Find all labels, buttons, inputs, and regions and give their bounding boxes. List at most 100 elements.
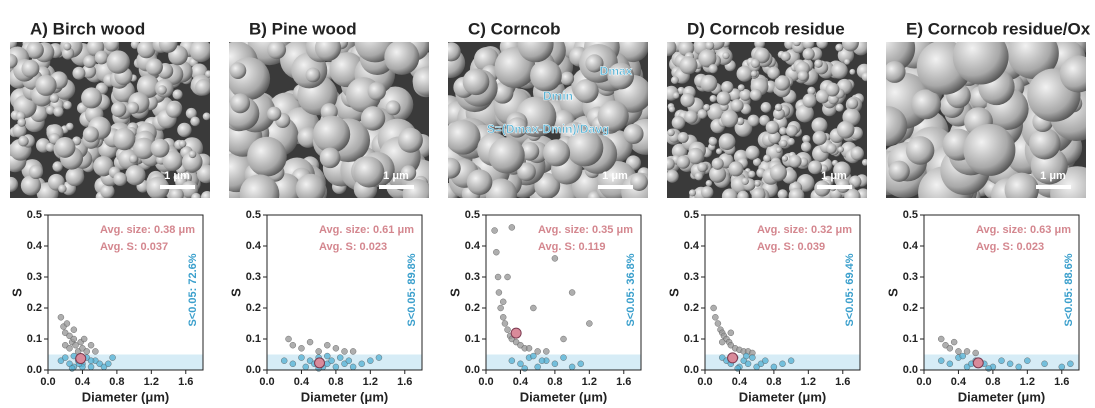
sphere [125, 165, 145, 185]
average-point [973, 358, 983, 368]
point [64, 321, 70, 327]
sphere [560, 72, 574, 86]
point [1024, 358, 1030, 364]
sphere [838, 146, 844, 152]
sphere [673, 92, 680, 99]
point [539, 358, 545, 364]
sphere [190, 117, 200, 127]
x-tick-label: 0.4 [951, 376, 967, 388]
sphere [837, 121, 855, 139]
sphere [230, 62, 247, 79]
sphere [738, 84, 745, 91]
point [1067, 361, 1073, 367]
y-tick-label: 0.2 [27, 302, 42, 314]
scale-bar-label: 1 μm [164, 170, 190, 182]
point [342, 348, 348, 354]
annotation: Avg. S: 0.119 [538, 241, 605, 253]
point [999, 358, 1005, 364]
sphere [752, 188, 766, 202]
sphere [911, 89, 941, 119]
x-tick-label: 0.0 [916, 376, 931, 388]
sphere [747, 115, 759, 127]
point [105, 361, 111, 367]
sphere [963, 124, 1015, 176]
average-point [315, 358, 325, 368]
y-tick-label: 0.5 [27, 209, 42, 221]
annotation: Avg. size: 0.38 μm [100, 224, 195, 236]
sphere [83, 55, 96, 68]
point [81, 336, 87, 342]
x-tick-label: 0.0 [478, 376, 493, 388]
y-tick-label: 0.1 [465, 333, 480, 345]
scale-bar-label: 1 μm [383, 170, 409, 182]
point [62, 355, 68, 361]
sphere [778, 189, 788, 199]
sphere [35, 75, 56, 96]
sphere [884, 61, 906, 83]
point [762, 358, 768, 364]
point [337, 355, 343, 361]
point [530, 353, 536, 359]
sphere [21, 60, 39, 78]
sphere [313, 116, 350, 153]
sphere [190, 40, 213, 63]
scale-bar-label: 1 μm [1040, 170, 1066, 182]
sphere [701, 186, 713, 198]
sphere [659, 39, 676, 56]
y-tick-label: 0.0 [465, 364, 480, 376]
sphere [63, 101, 72, 110]
y-axis-label: S [885, 288, 900, 297]
point [367, 358, 373, 364]
point [298, 355, 304, 361]
sphere [808, 160, 822, 174]
sphere [201, 191, 213, 203]
x-tick-label: 0.4 [294, 376, 310, 388]
sphere [151, 139, 170, 158]
sphere [17, 118, 26, 127]
y-tick-label: 0.2 [465, 302, 480, 314]
point [780, 361, 786, 367]
sphere [814, 59, 822, 67]
sphere [798, 71, 809, 82]
sem-image: 1 μm [0, 34, 216, 207]
point [535, 348, 541, 354]
point [509, 224, 515, 230]
point [333, 364, 339, 370]
point [333, 345, 339, 351]
point [715, 321, 721, 327]
x-tick-label: 1.6 [178, 376, 193, 388]
sphere [669, 106, 675, 112]
point [346, 358, 352, 364]
sphere [353, 157, 384, 188]
sphere [672, 116, 685, 129]
sphere [179, 140, 187, 148]
point [561, 355, 567, 361]
y-tick-label: 0.4 [246, 240, 262, 252]
y-tick-label: 0.5 [903, 209, 918, 221]
sphere [751, 59, 760, 68]
y-axis-label: S [666, 288, 681, 297]
x-axis-label: Diameter (μm) [301, 389, 388, 404]
sphere [782, 155, 788, 161]
sphere [83, 126, 99, 142]
point [492, 228, 498, 234]
sphere [722, 188, 738, 204]
sphere [678, 132, 689, 143]
point [552, 361, 558, 367]
point [307, 339, 313, 345]
sphere [368, 82, 386, 100]
sphere [361, 106, 385, 130]
sphere [18, 136, 29, 147]
point [543, 348, 549, 354]
sphere [63, 42, 71, 50]
y-tick-label: 0.4 [465, 240, 481, 252]
sphere [787, 138, 794, 145]
sphere [766, 121, 779, 134]
point [569, 364, 575, 370]
sphere [107, 50, 130, 73]
x-tick-label: 0.8 [985, 376, 1000, 388]
sphere [763, 155, 771, 163]
sphere [801, 142, 811, 152]
sphere [689, 189, 696, 196]
point [530, 305, 536, 311]
